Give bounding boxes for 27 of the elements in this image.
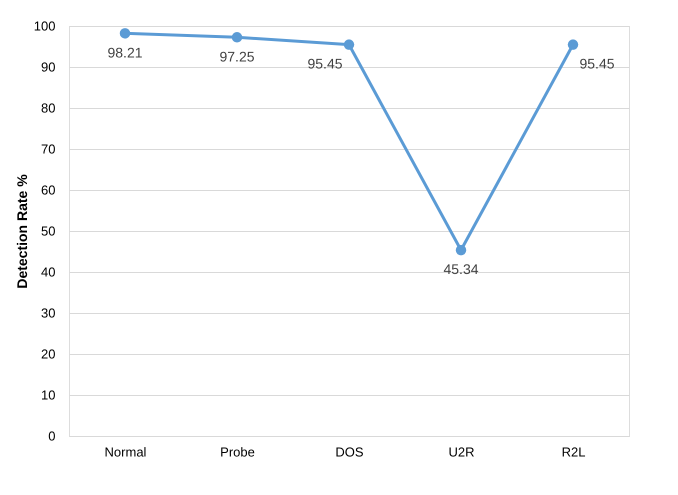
point bbox=[232, 32, 242, 43]
x-tick-label: DOS bbox=[335, 444, 364, 460]
point bbox=[568, 39, 578, 50]
point bbox=[120, 28, 130, 39]
y-tick-label: 90 bbox=[41, 60, 56, 74]
y-tick-label: 0 bbox=[48, 428, 56, 444]
data-label: 95.45 bbox=[579, 56, 615, 72]
point bbox=[344, 39, 354, 50]
y-tick-label: 70 bbox=[41, 142, 56, 156]
x-tick-label: Probe bbox=[220, 444, 255, 460]
y-tick-label: 80 bbox=[41, 100, 56, 116]
y-tick-label: 50 bbox=[41, 224, 56, 238]
data-label: 97.25 bbox=[219, 48, 255, 64]
y-axis-title: Detection Rate % bbox=[14, 174, 30, 289]
data-label: 95.45 bbox=[307, 56, 343, 72]
x-tick-label: R2L bbox=[562, 444, 586, 460]
x-tick-label: Normal bbox=[104, 444, 147, 460]
y-tick-label: 10 bbox=[41, 388, 56, 402]
y-tick-label: 60 bbox=[41, 182, 56, 198]
point bbox=[456, 244, 466, 256]
data-label: 45.34 bbox=[443, 261, 479, 278]
x-tick-label: U2R bbox=[448, 444, 475, 460]
y-tick-label: 20 bbox=[41, 346, 56, 362]
y-tick-label: 40 bbox=[41, 264, 56, 280]
y-tick-label: 100 bbox=[34, 18, 56, 34]
data-label: 98.21 bbox=[107, 44, 143, 60]
y-tick-label: 30 bbox=[41, 306, 56, 320]
